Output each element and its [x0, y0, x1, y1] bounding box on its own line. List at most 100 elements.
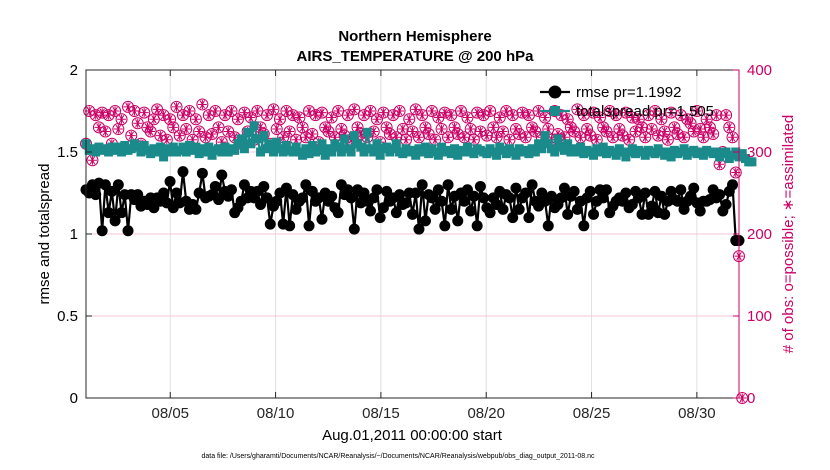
totalspread-point [424, 149, 434, 159]
obs-possible-point [176, 109, 189, 122]
obs-assimilated-point [275, 114, 285, 124]
totalspread-point [356, 142, 366, 152]
totalspread-point [359, 147, 369, 157]
rmse-point [190, 203, 202, 215]
obs-possible-point [99, 125, 112, 138]
rmse-point [303, 220, 315, 232]
x-tick-label: 08/15 [362, 405, 400, 422]
obs-assimilated-point [482, 131, 492, 141]
rmse-point [714, 189, 726, 201]
obs-assimilated-point [582, 124, 592, 134]
obs-possible-point [109, 105, 122, 117]
obs-assimilated-point [498, 127, 508, 136]
y-left-tick-label: 1 [70, 226, 78, 243]
rmse-point [465, 205, 477, 217]
totalspread-point [288, 147, 298, 157]
obs-assimilated-point [330, 132, 340, 142]
obs-assimilated-point [660, 127, 670, 136]
obs-assimilated-point [682, 114, 692, 124]
obs-assimilated-point [450, 122, 460, 132]
rmse-point [546, 190, 558, 202]
rmse-point [688, 182, 700, 194]
x-tick-label: 08/05 [151, 405, 189, 422]
totalspread-point [482, 149, 492, 159]
totalspread-point [126, 144, 136, 154]
obs-assimilated-point [514, 129, 524, 139]
obs-assimilated-point [556, 110, 566, 120]
rmse-point [284, 220, 296, 232]
obs-possible-point [493, 111, 506, 124]
rmse-point [345, 192, 357, 204]
obs-assimilated-point [230, 132, 240, 142]
obs-assimilated-point [304, 106, 314, 116]
obs-assimilated-point [91, 110, 101, 120]
totalspread-point [201, 147, 211, 157]
totalspread-point [265, 139, 275, 149]
rmse-point [588, 208, 600, 220]
totalspread-point [663, 147, 673, 157]
obs-assimilated-point [414, 132, 424, 142]
obs-assimilated-point [298, 122, 308, 132]
totalspread-point [433, 150, 443, 160]
obs-possible-point [480, 129, 493, 142]
obs-assimilated-point [501, 106, 511, 116]
rmse-point [158, 187, 170, 199]
obs-possible-point [506, 109, 519, 122]
rmse-point [445, 203, 457, 215]
obs-possible-point [661, 133, 674, 146]
obs-assimilated-point [472, 108, 482, 118]
rmse-point [374, 212, 386, 224]
obs-assimilated-point [495, 113, 505, 123]
obs-possible-point [451, 127, 464, 140]
obs-possible-point [299, 131, 312, 144]
totalspread-point [640, 150, 650, 160]
obs-assimilated-point [139, 108, 149, 118]
obs-assimilated-point [408, 127, 417, 136]
obs-possible-point [613, 123, 626, 136]
obs-possible-point [180, 123, 193, 136]
rmse-point [727, 179, 739, 191]
totalspread-point [117, 147, 127, 157]
obs-possible-point [380, 121, 393, 134]
obs-assimilated-point [262, 110, 272, 120]
totalspread-point [375, 150, 385, 160]
obs-possible-point [690, 105, 703, 117]
obs-possible-point [419, 121, 432, 134]
rmse-point [225, 184, 237, 196]
totalspread-point [589, 150, 599, 160]
obs-assimilated-point [614, 124, 624, 134]
obs-possible-point [577, 109, 590, 122]
obs-possible-point [393, 105, 406, 117]
totalspread-point [298, 150, 308, 160]
obs-assimilated-point [268, 104, 278, 114]
obs-assimilated-point [291, 135, 301, 145]
obs-possible-point [196, 98, 209, 111]
totalspread-point [239, 144, 249, 154]
obs-assimilated-point [462, 113, 472, 123]
obs-assimilated-point [184, 106, 194, 116]
y-right-tick-label: 0 [747, 390, 755, 407]
totalspread-point [679, 144, 689, 154]
obs-assimilated-point [207, 129, 217, 139]
obs-assimilated-point [178, 110, 188, 120]
totalspread-point [611, 150, 621, 160]
obs-assimilated-point [475, 127, 485, 136]
totalspread-point [207, 150, 217, 160]
obs-possible-point [674, 109, 687, 122]
x-tick-label: 08/25 [573, 405, 611, 422]
totalspread-point [249, 121, 259, 131]
rmse-point [507, 212, 519, 224]
obs-assimilated-point [611, 110, 621, 120]
rmse-point [103, 207, 115, 219]
obs-assimilated-point [336, 124, 346, 134]
obs-assimilated-point [353, 122, 363, 132]
obs-possible-point [225, 105, 238, 117]
obs-possible-point [364, 105, 377, 117]
obs-assimilated-point [285, 127, 295, 136]
obs-possible-point [707, 127, 720, 140]
obs-assimilated-point [643, 110, 653, 120]
obs-assimilated-point [155, 131, 165, 141]
rmse-point [439, 220, 451, 232]
obs-assimilated-point [563, 114, 573, 124]
obs-assimilated-point [369, 127, 379, 136]
